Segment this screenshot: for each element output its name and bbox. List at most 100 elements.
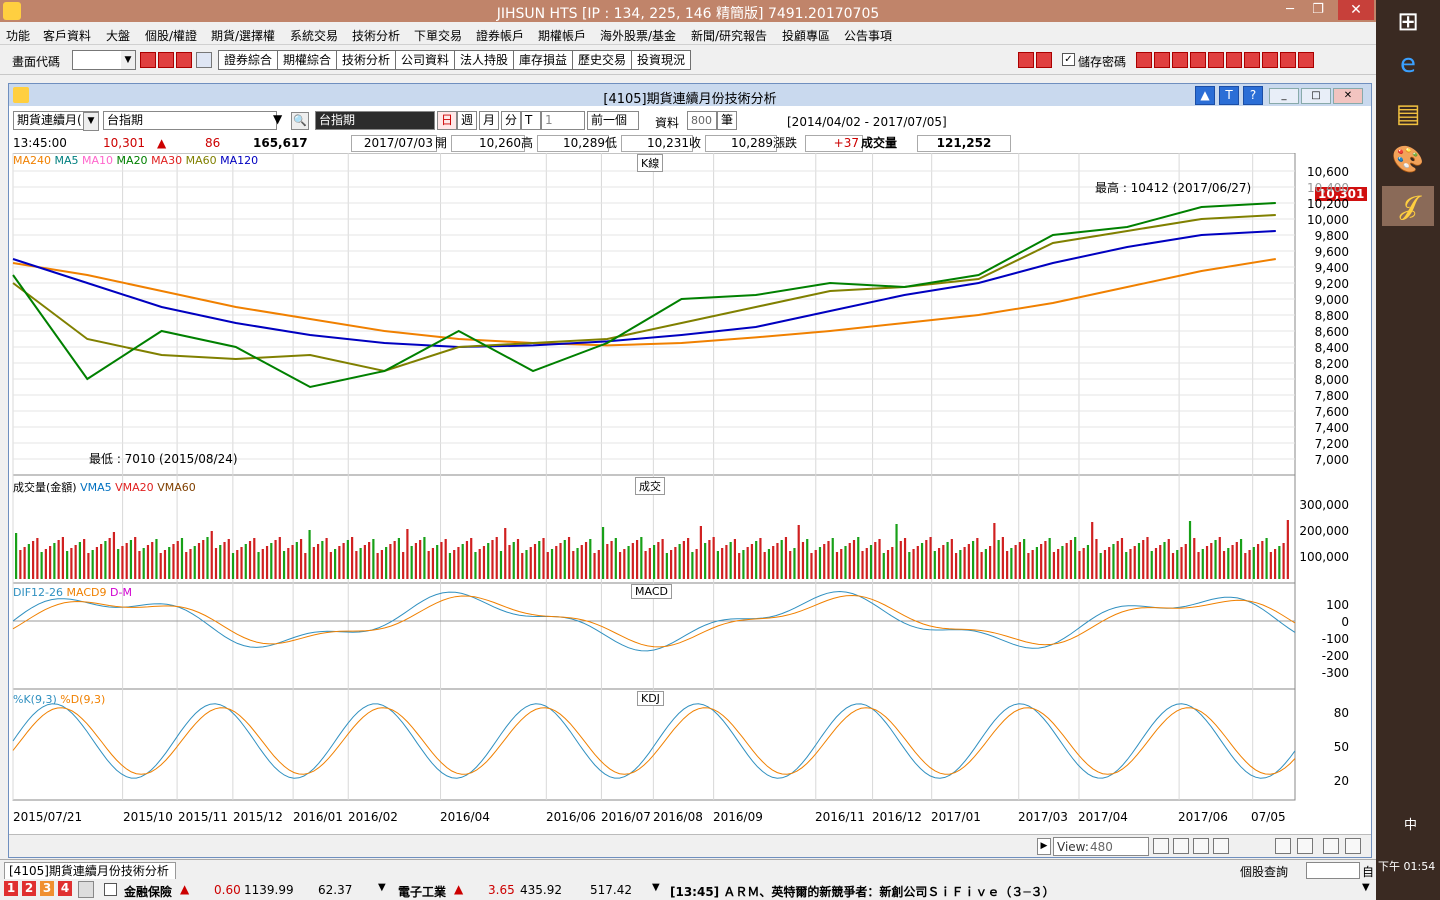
zoom-icon[interactable] bbox=[1173, 838, 1189, 854]
page-button-4[interactable]: 4 bbox=[58, 881, 72, 896]
code-input[interactable]: ▼ bbox=[72, 50, 136, 70]
tool-icon[interactable] bbox=[1190, 52, 1206, 68]
interval-select[interactable]: 1 bbox=[541, 111, 585, 130]
page-button-3[interactable]: 3 bbox=[40, 881, 54, 896]
technical-analysis-button[interactable]: 技術分析 bbox=[336, 50, 396, 70]
inner-title-bar[interactable]: [4105]期貨連續月份技術分析 ▲ T ? _ □ ✕ bbox=[9, 84, 1371, 107]
copy-icon[interactable] bbox=[1275, 838, 1291, 854]
chevron-down-icon[interactable]: ▼ bbox=[1362, 882, 1370, 893]
tab-tech-analysis[interactable]: [4105]期貨連續月份技術分析 bbox=[4, 862, 176, 880]
windows-start-icon[interactable]: ⊞ bbox=[1397, 7, 1419, 37]
company-info-button[interactable]: 公司資料 bbox=[395, 50, 455, 70]
menu-item[interactable]: 投顧專區 bbox=[782, 29, 831, 43]
inner-close-button[interactable]: ✕ bbox=[1333, 88, 1363, 104]
view-box[interactable]: View: 480 bbox=[1053, 837, 1149, 856]
list-icon[interactable] bbox=[158, 52, 174, 68]
status-checkbox[interactable] bbox=[104, 883, 117, 896]
chevron-down-icon[interactable]: ▼ bbox=[121, 51, 135, 69]
menu-item[interactable]: 技術分析 bbox=[352, 29, 401, 43]
menu-item[interactable]: 公告事項 bbox=[844, 29, 893, 43]
menu-item[interactable]: 客戶資料 bbox=[43, 29, 92, 43]
clock[interactable]: 下午 01:54 bbox=[1378, 860, 1436, 873]
data-count-input[interactable]: 800 bbox=[687, 111, 717, 130]
inner-minimize-button[interactable]: _ bbox=[1269, 88, 1299, 104]
help-button[interactable]: ? bbox=[1243, 86, 1263, 105]
tool-icon[interactable] bbox=[1208, 52, 1224, 68]
x-label: 2016/12 bbox=[872, 810, 922, 824]
minimize-button[interactable]: ─ bbox=[1286, 2, 1294, 17]
menu-item[interactable]: 下單交易 bbox=[414, 29, 463, 43]
chevron-down-icon[interactable]: ▼ bbox=[378, 882, 386, 893]
menu-item[interactable]: 新聞/研究報告 bbox=[691, 29, 768, 43]
zoom-out-icon[interactable] bbox=[1193, 838, 1209, 854]
menu-item[interactable]: 大盤 bbox=[106, 29, 131, 43]
maximize-button[interactable]: ❐ bbox=[1312, 2, 1324, 17]
tool-icon[interactable] bbox=[1172, 52, 1188, 68]
menu-item[interactable]: 證券帳戶 bbox=[476, 29, 525, 43]
symbol-input[interactable]: 台指期 bbox=[103, 111, 277, 130]
search-icon[interactable] bbox=[140, 52, 156, 68]
period-day[interactable]: 日 bbox=[437, 111, 457, 130]
title-bar[interactable]: JIHSUN HTS [IP : 134, 225, 146 精簡版] 7491… bbox=[0, 0, 1376, 22]
gear-icon[interactable] bbox=[1345, 838, 1361, 854]
paint-icon[interactable]: 🎨 bbox=[1391, 145, 1425, 175]
data-unit-button[interactable]: 筆 bbox=[717, 111, 737, 130]
tool-icon[interactable] bbox=[1298, 52, 1314, 68]
tool-icon[interactable] bbox=[1154, 52, 1170, 68]
refresh-icon[interactable] bbox=[1213, 838, 1229, 854]
tool-icon[interactable] bbox=[1244, 52, 1260, 68]
securities-summary-button[interactable]: 證券綜合 bbox=[218, 50, 278, 70]
chart-area[interactable]: MA240 MA5 MA10 MA20 MA30 MA60 MA120 K線 成… bbox=[9, 153, 1371, 833]
tool-icon[interactable] bbox=[1262, 52, 1278, 68]
news-ticker[interactable]: [13:45] ＡＲＭ、英特爾的新競爭者：新創公司ＳｉＦｉｖｅ（３─３） bbox=[670, 885, 1055, 899]
close-button[interactable]: ✕ bbox=[1338, 0, 1374, 20]
high-note: 最高 : 10412 (2017/06/27) bbox=[1095, 181, 1252, 195]
period-minute[interactable]: 分 bbox=[501, 111, 521, 130]
chevron-down-icon[interactable]: ▼ bbox=[273, 112, 283, 126]
tool-icon[interactable] bbox=[1280, 52, 1296, 68]
volume-bar bbox=[380, 550, 383, 579]
next-arrow-icon[interactable] bbox=[1036, 52, 1052, 68]
search-icon[interactable]: 🔍 bbox=[291, 112, 309, 130]
jihsun-app-icon[interactable]: 𝓙 bbox=[1382, 186, 1434, 226]
menu-item[interactable]: 系統交易 bbox=[290, 29, 339, 43]
pencil-icon[interactable] bbox=[1323, 838, 1339, 854]
inner-maximize-button[interactable]: □ bbox=[1301, 88, 1331, 104]
chart-svg[interactable] bbox=[9, 153, 1371, 833]
tool-icon[interactable] bbox=[1226, 52, 1242, 68]
period-month[interactable]: 月 bbox=[479, 111, 499, 130]
history-trade-button[interactable]: 歷史交易 bbox=[572, 50, 632, 70]
lock-icon[interactable] bbox=[78, 881, 94, 898]
menu-item[interactable]: 個股/權證 bbox=[145, 29, 198, 43]
volume-bar bbox=[304, 553, 307, 579]
chevron-down-icon[interactable]: ▼ bbox=[652, 882, 660, 893]
dropdown-icon[interactable] bbox=[196, 52, 212, 68]
inventory-pnl-button[interactable]: 庫存損益 bbox=[513, 50, 573, 70]
menu-item[interactable]: 功能 bbox=[6, 29, 31, 43]
investment-status-button[interactable]: 投資現況 bbox=[631, 50, 691, 70]
period-tick[interactable]: T bbox=[521, 111, 541, 130]
ie-browser-icon[interactable]: e bbox=[1400, 49, 1416, 79]
ime-indicator[interactable]: 中 bbox=[1404, 818, 1418, 833]
up-button[interactable]: ▲ bbox=[1195, 86, 1215, 105]
menu-item[interactable]: 期貨/選擇權 bbox=[211, 29, 276, 43]
window-icon[interactable] bbox=[1297, 838, 1313, 854]
menu-item[interactable]: 海外股票/基金 bbox=[600, 29, 677, 43]
period-week[interactable]: 週 bbox=[457, 111, 477, 130]
options-summary-button[interactable]: 期權綜合 bbox=[277, 50, 337, 70]
save-password-checkbox[interactable]: ✓ bbox=[1062, 53, 1075, 66]
institutional-holdings-button[interactable]: 法人持股 bbox=[454, 50, 514, 70]
tool-icon[interactable] bbox=[1153, 838, 1169, 854]
tool-icon[interactable] bbox=[1136, 52, 1152, 68]
chevron-down-icon[interactable]: ▼ bbox=[83, 112, 99, 131]
menu-item[interactable]: 期權帳戶 bbox=[538, 29, 587, 43]
page-button-2[interactable]: 2 bbox=[22, 881, 36, 896]
refresh-icon[interactable] bbox=[176, 52, 192, 68]
page-button-1[interactable]: 1 bbox=[4, 881, 18, 896]
stock-query-input[interactable] bbox=[1306, 862, 1360, 879]
file-explorer-icon[interactable]: ▤ bbox=[1395, 99, 1421, 129]
prev-arrow-icon[interactable] bbox=[1018, 52, 1034, 68]
scroll-right-button[interactable]: ▶ bbox=[1037, 838, 1051, 855]
prev-button[interactable]: 前一個 bbox=[587, 111, 639, 130]
t-button[interactable]: T bbox=[1219, 86, 1239, 105]
